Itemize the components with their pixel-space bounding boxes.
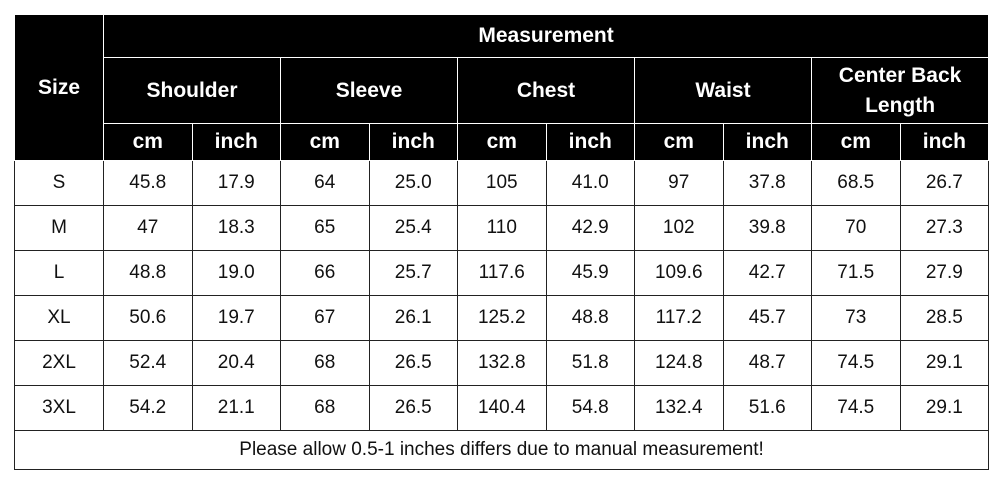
value-cell: 26.5: [368, 385, 458, 431]
size-cell: S: [14, 160, 104, 206]
value-cell: 45.8: [103, 160, 193, 206]
table-row: M 47 18.3 65 25.4 110 42.9 102 39.8 70 27.3: [14, 205, 990, 251]
table-row: cm inch cm inch cm inch cm inch cm inch: [15, 123, 990, 161]
value-cell: 18.3: [191, 205, 281, 251]
unit-header: cm: [280, 123, 370, 161]
value-cell: 25.0: [368, 160, 458, 206]
unit-header: cm: [634, 123, 724, 161]
value-cell: 117.2: [634, 295, 724, 341]
value-cell: 132.4: [634, 385, 724, 431]
value-cell: 65: [280, 205, 370, 251]
value-cell: 27.9: [899, 250, 990, 296]
value-cell: 110: [457, 205, 547, 251]
value-cell: 125.2: [457, 295, 547, 341]
value-cell: 67: [280, 295, 370, 341]
value-cell: 51.8: [545, 340, 635, 386]
value-cell: 48.8: [103, 250, 193, 296]
size-cell: 3XL: [14, 385, 104, 431]
value-cell: 39.8: [722, 205, 812, 251]
value-cell: 102: [634, 205, 724, 251]
corner-header: Size: [14, 14, 104, 161]
value-cell: 73: [811, 295, 901, 341]
size-cell: XL: [14, 295, 104, 341]
table-row: L 48.8 19.0 66 25.7 117.6 45.9 109.6 42.7 71.5 27.…: [14, 250, 990, 296]
value-cell: 19.0: [191, 250, 281, 296]
value-cell: 68.5: [811, 160, 901, 206]
value-cell: 54.8: [545, 385, 635, 431]
value-cell: 48.8: [545, 295, 635, 341]
value-cell: 25.4: [368, 205, 458, 251]
unit-header: cm: [103, 123, 193, 161]
table-row: Shoulder Sleeve Chest Waist Center Back Leng…: [15, 57, 990, 124]
value-cell: 17.9: [191, 160, 281, 206]
unit-header: cm: [457, 123, 547, 161]
value-cell: 71.5: [811, 250, 901, 296]
value-cell: 29.1: [899, 340, 990, 386]
size-cell: 2XL: [14, 340, 104, 386]
value-cell: 66: [280, 250, 370, 296]
value-cell: 29.1: [899, 385, 990, 431]
value-cell: 140.4: [457, 385, 547, 431]
value-cell: 54.2: [103, 385, 193, 431]
unit-header: inch: [899, 123, 990, 161]
footer-note: Please allow 0.5-1 inches differs due to…: [13, 430, 990, 470]
size-cell: L: [14, 250, 104, 296]
value-cell: 50.6: [103, 295, 193, 341]
value-cell: 37.8: [722, 160, 812, 206]
value-cell: 41.0: [545, 160, 635, 206]
table-row: 3XL 54.2 21.1 68 26.5 140.4 54.8 132.4 51.6 74.5 2…: [14, 385, 990, 431]
column-header: Sleeve: [280, 57, 458, 124]
value-cell: 26.5: [368, 340, 458, 386]
column-header: Shoulder: [103, 57, 281, 124]
group-header: Measurement: [102, 14, 990, 58]
value-cell: 27.3: [899, 205, 990, 251]
value-cell: 42.7: [722, 250, 812, 296]
unit-header: inch: [368, 123, 458, 161]
table-row: S 45.8 17.9 64 25.0 105 41.0 97 37.8 68.5 26.7: [14, 160, 990, 206]
column-header: Waist: [634, 57, 812, 124]
unit-header: inch: [722, 123, 812, 161]
value-cell: 25.7: [368, 250, 458, 296]
value-cell: 47: [103, 205, 193, 251]
size-table: Size Measurement Shoulder Sleeve Chest Waist C…: [13, 14, 990, 470]
unit-header: cm: [811, 123, 901, 161]
value-cell: 26.7: [899, 160, 990, 206]
value-cell: 74.5: [811, 385, 901, 431]
value-cell: 97: [634, 160, 724, 206]
table-row: Please allow 0.5-1 inches differs due to…: [13, 430, 990, 470]
value-cell: 42.9: [545, 205, 635, 251]
value-cell: 20.4: [191, 340, 281, 386]
value-cell: 21.1: [191, 385, 281, 431]
value-cell: 68: [280, 385, 370, 431]
value-cell: 19.7: [191, 295, 281, 341]
unit-header: inch: [545, 123, 635, 161]
size-chart: Size Measurement Shoulder Sleeve Chest Waist C…: [13, 14, 990, 470]
column-header: Chest: [457, 57, 635, 124]
value-cell: 51.6: [722, 385, 812, 431]
value-cell: 28.5: [899, 295, 990, 341]
value-cell: 45.7: [722, 295, 812, 341]
value-cell: 68: [280, 340, 370, 386]
value-cell: 70: [811, 205, 901, 251]
value-cell: 117.6: [457, 250, 547, 296]
value-cell: 48.7: [722, 340, 812, 386]
value-cell: 45.9: [545, 250, 635, 296]
value-cell: 74.5: [811, 340, 901, 386]
table-row: Size Measurement: [14, 14, 990, 161]
column-header: Center Back Length: [810, 57, 990, 124]
value-cell: 105: [457, 160, 547, 206]
value-cell: 52.4: [103, 340, 193, 386]
value-cell: 64: [280, 160, 370, 206]
value-cell: 132.8: [457, 340, 547, 386]
value-cell: 124.8: [634, 340, 724, 386]
value-cell: 109.6: [634, 250, 724, 296]
value-cell: 26.1: [368, 295, 458, 341]
size-cell: M: [14, 205, 104, 251]
table-row: XL 50.6 19.7 67 26.1 125.2 48.8 117.2 45.7 73 28.5: [14, 295, 990, 341]
unit-header: inch: [191, 123, 281, 161]
table-row: 2XL 52.4 20.4 68 26.5 132.8 51.8 124.8 48.7 74.5 2…: [14, 340, 990, 386]
